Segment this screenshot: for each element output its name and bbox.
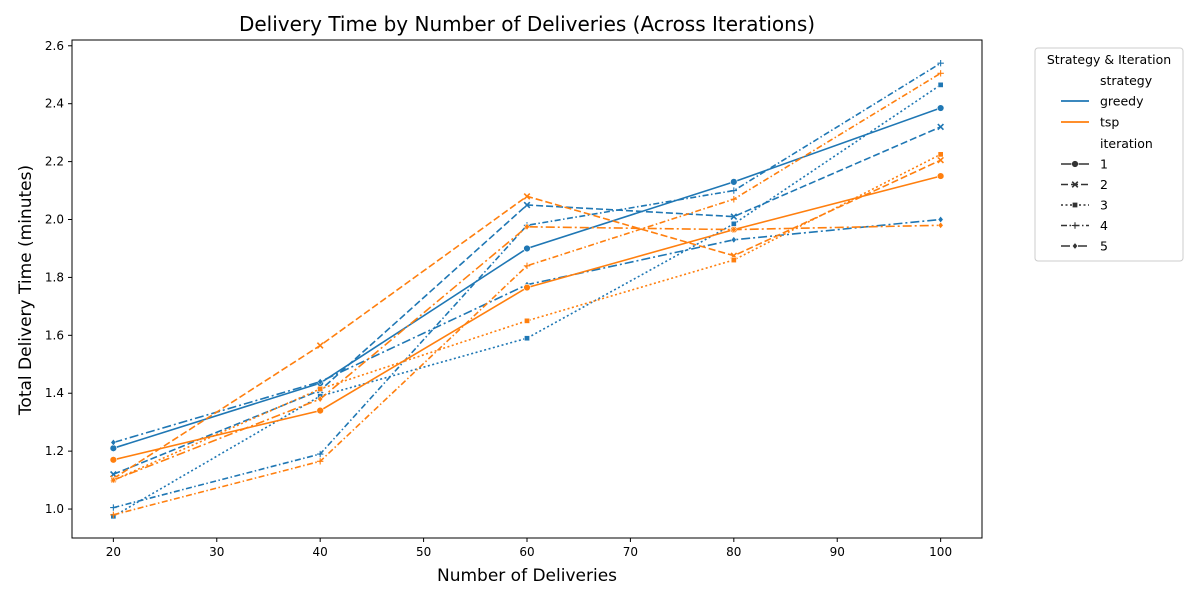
series-tsp-1 [109,172,945,464]
data-point [730,187,738,194]
y-axis: 1.0 1.2 1.4 1.6 1.8 2.0 2.2 2.4 2.6 [45,39,72,516]
data-point [524,335,530,342]
x-tick-label: 80 [726,545,741,559]
data-point [317,395,324,403]
legend-marker-iteration-4 [1071,222,1079,229]
data-point [730,213,738,220]
data-point [317,386,324,392]
y-tick-label: 1.8 [45,270,64,284]
data-point [317,378,324,386]
x-tick-label: 20 [106,545,121,559]
x-axis: 20 30 40 50 60 70 80 90 100 [106,538,952,559]
x-tick-label: 50 [416,545,431,559]
data-point [110,476,117,484]
legend-marker-iteration-3 [1072,202,1078,208]
series-line [113,224,941,481]
legend-label-iteration-5: 5 [1100,239,1108,254]
series-tsp-5 [110,221,944,484]
series-line [112,84,942,517]
data-point [523,244,531,253]
legend-label-iteration-2: 2 [1100,177,1108,192]
y-tick-label: 2.2 [45,155,64,169]
legend-heading-strategy: strategy [1100,73,1153,88]
data-point [316,406,324,415]
data-point [730,257,737,263]
x-tick-label: 40 [313,545,328,559]
data-point [730,178,738,186]
y-tick-label: 2.0 [45,213,64,227]
series-greedy-2 [109,123,945,478]
legend-title: Strategy & Iteration [1047,52,1171,67]
x-tick-label: 100 [929,545,952,559]
y-tick-label: 1.6 [45,328,64,342]
y-tick-label: 1.4 [45,386,64,400]
x-tick-label: 90 [830,545,845,559]
x-tick-label: 30 [209,545,224,559]
series-line [113,72,942,516]
data-point [937,221,944,229]
series-tsp-3 [110,151,944,483]
series-line [113,107,941,449]
legend: Strategy & Iteration strategy iteration … [1034,47,1184,262]
data-point [730,226,737,234]
data-point [109,456,118,464]
y-tick-label: 2.4 [45,97,64,111]
series-line [113,153,941,481]
series-tsp-4 [110,70,944,519]
legend-label-greedy: greedy [1100,94,1144,109]
legend-label-iteration-4: 4 [1100,218,1108,233]
x-axis-label: Number of Deliveries [437,566,617,586]
data-point [523,192,531,200]
data-point [937,156,945,164]
data-point [937,59,944,67]
data-point [936,104,945,112]
legend-heading-iteration: iteration [1100,136,1153,151]
data-point [937,123,945,131]
chart-title: Delivery Time by Number of Deliveries (A… [239,12,815,36]
plot-area [71,39,983,539]
series-line [113,126,941,476]
y-tick-label: 1.2 [45,444,64,458]
data-point [110,504,117,511]
legend-marker-iteration-5 [1072,242,1078,250]
data-point [110,511,117,519]
y-tick-label: 2.6 [45,39,64,53]
legend-label-iteration-1: 1 [1100,157,1108,172]
legend-marker-iteration-1 [1071,160,1079,168]
data-point [316,450,324,458]
data-point [523,283,531,292]
data-point [524,223,530,231]
y-axis-label: Total Delivery Time (minutes) [16,165,36,416]
data-point [524,317,530,324]
data-point [316,342,324,349]
data-point [316,458,324,465]
data-point [937,82,944,88]
data-point [730,236,737,244]
data-point [730,221,737,227]
data-point [937,70,944,77]
data-point [730,196,738,203]
data-point [110,438,117,447]
data-point [936,172,945,180]
legend-marker-iteration-2 [1071,181,1079,188]
x-tick-label: 60 [519,545,534,559]
data-point [523,262,531,270]
data-point [523,201,531,209]
legend-label-iteration-3: 3 [1100,198,1108,213]
x-tick-label: 70 [623,545,638,559]
data-point [937,151,944,158]
legend-label-tsp: tsp [1100,115,1119,130]
y-tick-label: 1.0 [45,502,64,516]
